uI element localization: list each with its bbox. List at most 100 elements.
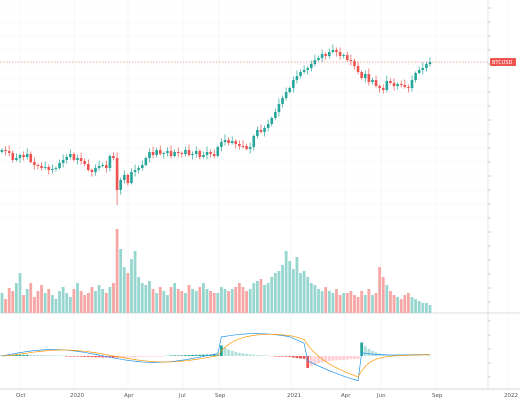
candle-body <box>72 154 76 160</box>
candle-body <box>18 155 22 158</box>
candle-body <box>83 161 87 164</box>
macd-histogram-bar <box>144 356 148 357</box>
volume-bar <box>356 297 360 313</box>
candle-body <box>25 154 29 157</box>
candle-body <box>363 74 367 78</box>
macd-histogram-series <box>0 342 432 369</box>
candle-body <box>97 166 101 168</box>
macd-histogram-bar <box>184 355 187 356</box>
candle-body <box>198 151 202 157</box>
candle-body <box>425 64 428 68</box>
candle-body <box>108 156 112 168</box>
candle-body <box>396 84 399 86</box>
volume-bar <box>68 297 72 313</box>
candle-body <box>202 155 205 157</box>
candle-body <box>122 175 126 180</box>
macd-histogram-bar <box>148 356 151 357</box>
volume-bar <box>29 283 33 313</box>
volume-bar <box>248 289 252 313</box>
volume-bar <box>4 299 7 313</box>
candle-body <box>69 154 72 157</box>
candle-body <box>33 162 36 165</box>
volume-bar <box>230 289 234 313</box>
macd-histogram-bar <box>151 356 155 357</box>
volume-bar <box>158 287 162 313</box>
candle-body <box>367 74 371 82</box>
volume-bar <box>345 293 349 313</box>
volume-bar <box>47 289 51 313</box>
volume-bar <box>219 287 223 313</box>
time-axis[interactable]: Oct 2020 Apr Jul Sep 2021 Apr Jun Sep 20… <box>16 393 518 399</box>
volume-bar <box>363 295 367 313</box>
candle-body <box>313 60 317 64</box>
macd-histogram-bar <box>309 356 313 366</box>
macd-histogram-bar <box>18 354 22 356</box>
candle-body <box>184 150 187 154</box>
candle-body <box>338 52 342 56</box>
volume-bar <box>295 257 299 313</box>
volume-bar <box>191 289 195 313</box>
volume-bar <box>162 291 166 313</box>
volume-series <box>0 229 432 313</box>
candle-body <box>284 92 288 98</box>
candle-body <box>274 112 277 118</box>
macd-histogram-bar <box>202 354 205 356</box>
macd-histogram-bar <box>299 356 302 359</box>
volume-bar <box>385 285 389 313</box>
volume-bar <box>101 289 105 313</box>
macd-histogram-bar <box>155 356 159 357</box>
macd-histogram-bar <box>14 354 18 356</box>
macd-histogram-bar <box>43 355 47 356</box>
macd-histogram-bar <box>198 354 202 356</box>
last-price-tag-label: BTCUSD <box>492 60 513 66</box>
volume-bar <box>86 293 90 313</box>
macd-histogram-bar <box>335 356 338 361</box>
candle-body <box>292 80 295 88</box>
candle-body <box>137 168 140 170</box>
candle-body <box>151 152 155 155</box>
candle-body <box>234 141 238 144</box>
macd-histogram-bar <box>86 356 90 357</box>
volume-bar <box>112 283 115 313</box>
candle-body <box>327 52 331 56</box>
candle-body <box>169 151 173 156</box>
candle-body <box>288 88 292 92</box>
time-label-2020: 2020 <box>70 393 84 399</box>
macd-histogram-bar <box>288 356 292 357</box>
macd-histogram-bar <box>389 355 392 356</box>
candle-body <box>421 68 425 70</box>
candle-body <box>65 157 69 160</box>
volume-bar <box>184 293 187 313</box>
candle-body <box>238 144 241 146</box>
volume-bar <box>176 289 180 313</box>
macd-histogram-bar <box>137 356 141 358</box>
macd-histogram-bar <box>65 356 69 357</box>
candle-body <box>331 50 335 52</box>
volume-bar <box>259 279 263 313</box>
candle-body <box>36 165 40 166</box>
candle-body <box>158 150 162 154</box>
macd-histogram-bar <box>58 355 61 356</box>
volume-bar <box>270 277 274 313</box>
volume-bar <box>317 289 320 313</box>
candle-body <box>220 142 223 147</box>
macd-histogram-bar <box>425 355 428 356</box>
candle-body <box>205 152 209 155</box>
macd-histogram-bar <box>248 354 252 356</box>
volume-bar <box>7 288 11 313</box>
time-label-apr-2020: Apr <box>124 393 134 399</box>
candle-body <box>306 68 310 70</box>
candle-body <box>194 151 198 154</box>
candle-body <box>216 147 220 156</box>
volume-bar <box>335 289 338 313</box>
macd-histogram-bar <box>180 355 184 356</box>
volume-bar <box>14 283 18 313</box>
candle-body <box>4 150 7 151</box>
macd-histogram-bar <box>259 355 263 356</box>
candle-body <box>15 158 18 160</box>
volume-bar <box>90 287 94 313</box>
candle-body <box>371 80 374 82</box>
candle-body <box>392 83 396 86</box>
volume-bar <box>216 293 220 313</box>
